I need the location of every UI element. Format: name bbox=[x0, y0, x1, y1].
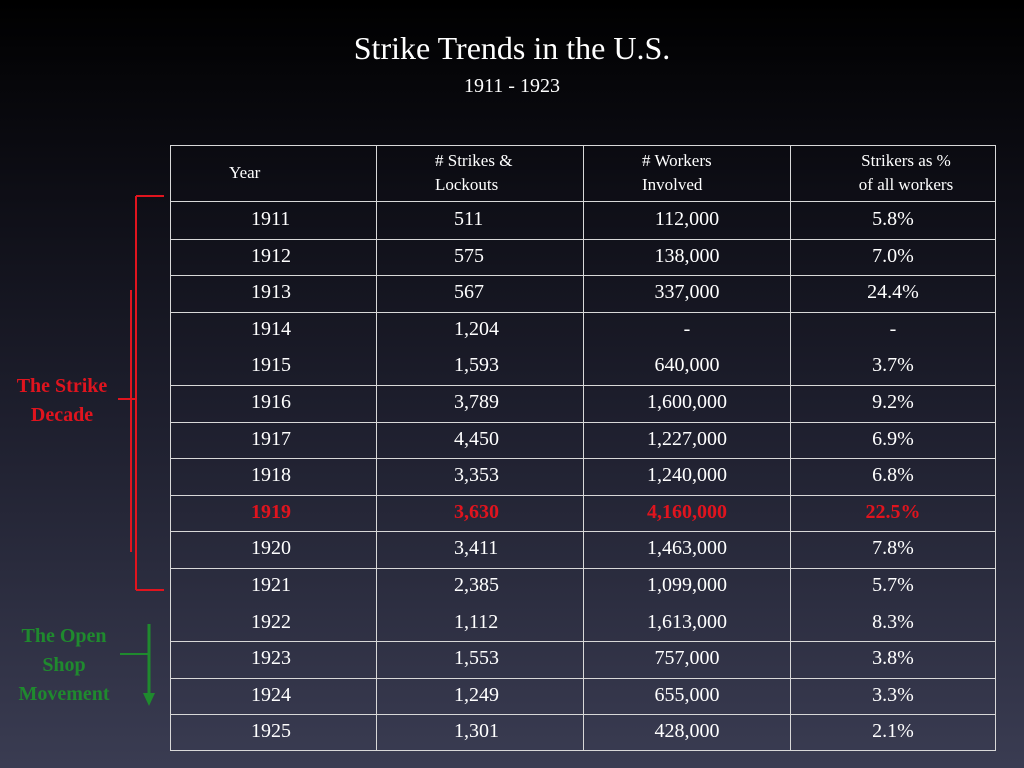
cell-year: 1924 bbox=[251, 683, 291, 706]
cell-workers: 138,000 bbox=[654, 244, 720, 267]
header-percent: Strikers as % of all workers bbox=[831, 149, 981, 197]
cell-strikes: 2,385 bbox=[454, 574, 499, 596]
cell-percent: 5.8% bbox=[872, 208, 914, 230]
open-shop-label-line2: Shop bbox=[42, 654, 86, 676]
row-divider bbox=[171, 531, 995, 532]
strike-decade-label-line1: The Strike bbox=[16, 375, 108, 397]
row-divider bbox=[171, 678, 995, 679]
cell-workers: 757,000 bbox=[654, 647, 720, 670]
cell-strikes: 1,301 bbox=[454, 720, 499, 743]
header-workers-line2: Involved bbox=[642, 175, 703, 194]
row-divider bbox=[171, 495, 995, 496]
cell-year: 1916 bbox=[251, 391, 291, 413]
strike-trends-table: Year # Strikes & Lockouts # Workers Invo… bbox=[170, 145, 996, 751]
cell-strikes: 575 bbox=[454, 244, 484, 267]
cell-workers: 1,240,000 bbox=[647, 464, 727, 487]
cell-workers: 337,000 bbox=[654, 281, 720, 304]
cell-workers: 1,600,000 bbox=[647, 391, 727, 413]
cell-percent: 2.1% bbox=[872, 720, 914, 743]
row-divider bbox=[171, 714, 995, 715]
cell-workers: - bbox=[683, 317, 691, 340]
cell-strikes: 3,353 bbox=[454, 464, 499, 487]
header-strikes: # Strikes & Lockouts bbox=[435, 149, 512, 197]
slide-title: Strike Trends in the U.S. bbox=[353, 30, 671, 66]
cell-percent: 5.7% bbox=[872, 574, 914, 596]
header-strikes-line1: # Strikes & bbox=[435, 151, 513, 170]
cell-percent: 7.0% bbox=[872, 244, 914, 267]
cell-strikes: 1,204 bbox=[454, 317, 499, 340]
cell-strikes: 3,789 bbox=[454, 391, 499, 413]
cell-percent: 3.7% bbox=[872, 354, 914, 377]
column-divider bbox=[376, 146, 377, 750]
cell-workers: 4,160,000 bbox=[647, 500, 727, 523]
cell-year: 1922 bbox=[251, 610, 291, 633]
cell-workers: 655,000 bbox=[654, 683, 720, 706]
header-strikes-line2: Lockouts bbox=[435, 175, 499, 194]
header-year: Year bbox=[229, 163, 261, 182]
row-divider bbox=[171, 458, 995, 459]
cell-percent: 7.8% bbox=[872, 537, 914, 560]
cell-workers: 428,000 bbox=[654, 720, 720, 743]
strike-decade-label: The Strike Decade bbox=[4, 372, 120, 430]
row-divider bbox=[171, 385, 995, 386]
cell-year: 1911 bbox=[251, 208, 291, 230]
cell-percent: 3.3% bbox=[872, 683, 914, 706]
row-divider bbox=[171, 312, 995, 313]
cell-strikes: 4,450 bbox=[454, 427, 499, 450]
cell-workers: 1,613,000 bbox=[647, 610, 727, 633]
cell-percent: 6.8% bbox=[872, 464, 914, 487]
cell-strikes: 1,112 bbox=[454, 610, 499, 633]
cell-percent: 22.5% bbox=[865, 500, 921, 523]
row-divider bbox=[171, 275, 995, 276]
open-shop-label-line3: Movement bbox=[18, 683, 110, 705]
row-divider bbox=[171, 422, 995, 423]
cell-percent: 9.2% bbox=[872, 391, 914, 413]
cell-year: 1912 bbox=[251, 244, 291, 267]
cell-strikes: 3,630 bbox=[454, 500, 499, 523]
cell-year: 1919 bbox=[251, 500, 291, 523]
cell-workers: 1,099,000 bbox=[647, 574, 727, 596]
cell-year: 1913 bbox=[251, 281, 291, 304]
row-divider bbox=[171, 239, 995, 240]
header-percent-line2: of all workers bbox=[858, 175, 954, 194]
column-divider bbox=[790, 146, 791, 750]
row-divider bbox=[171, 641, 995, 642]
cell-percent: 8.3% bbox=[872, 610, 914, 633]
column-divider bbox=[583, 146, 584, 750]
row-divider bbox=[171, 568, 995, 569]
cell-workers: 1,463,000 bbox=[647, 537, 727, 560]
cell-year: 1920 bbox=[251, 537, 291, 560]
cell-percent: - bbox=[889, 317, 897, 340]
cell-year: 1918 bbox=[251, 464, 291, 487]
cell-workers: 1,227,000 bbox=[647, 427, 727, 450]
open-shop-label-line1: The Open bbox=[21, 625, 107, 647]
cell-percent: 3.8% bbox=[872, 647, 914, 670]
cell-strikes: 567 bbox=[454, 281, 484, 304]
cell-strikes: 1,553 bbox=[454, 647, 499, 670]
strike-decade-label-line2: Decade bbox=[30, 404, 94, 426]
open-shop-arrow-icon bbox=[143, 693, 155, 706]
cell-year: 1914 bbox=[251, 317, 291, 340]
cell-workers: 112,000 bbox=[654, 208, 720, 230]
cell-strikes: 1,593 bbox=[454, 354, 499, 377]
header-percent-line1: Strikers as % bbox=[861, 151, 951, 170]
cell-strikes: 511 bbox=[454, 208, 484, 230]
open-shop-label: The Open Shop Movement bbox=[6, 622, 122, 709]
cell-strikes: 1,249 bbox=[454, 683, 499, 706]
row-divider bbox=[171, 201, 995, 202]
header-workers-line1: # Workers bbox=[642, 151, 712, 170]
header-workers: # Workers Involved bbox=[642, 149, 712, 197]
cell-strikes: 3,411 bbox=[454, 537, 499, 560]
cell-percent: 24.4% bbox=[867, 281, 919, 304]
cell-year: 1921 bbox=[251, 574, 291, 596]
slide-subtitle: 1911 - 1923 bbox=[464, 75, 560, 97]
cell-year: 1915 bbox=[251, 354, 291, 377]
cell-workers: 640,000 bbox=[654, 354, 720, 377]
cell-year: 1917 bbox=[251, 427, 291, 450]
side-brackets bbox=[118, 195, 164, 706]
cell-percent: 6.9% bbox=[872, 427, 914, 450]
cell-year: 1925 bbox=[251, 720, 291, 743]
cell-year: 1923 bbox=[251, 647, 291, 670]
